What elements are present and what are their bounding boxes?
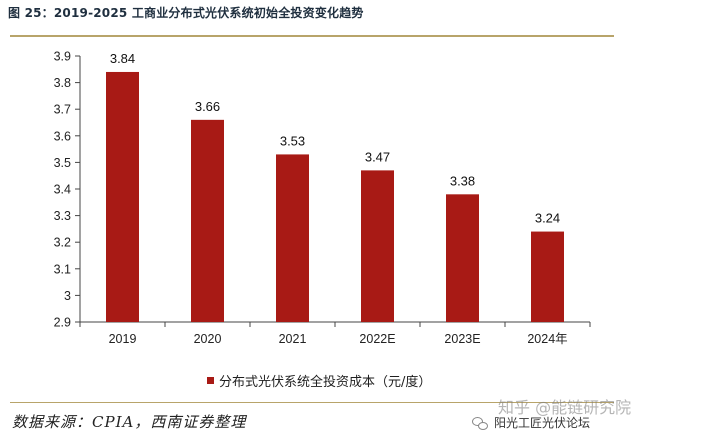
bar bbox=[276, 154, 309, 322]
y-tick-label: 3.9 bbox=[54, 50, 71, 64]
figure-title: 图 25：2019-2025 工商业分布式光伏系统初始全投资变化趋势 bbox=[8, 6, 364, 20]
bottom-rule bbox=[10, 402, 614, 403]
y-tick-label: 3.2 bbox=[54, 236, 71, 250]
y-tick-label: 3.3 bbox=[54, 209, 71, 223]
x-tick-label: 2022E bbox=[359, 332, 395, 346]
y-tick-label: 3 bbox=[64, 289, 71, 303]
y-tick-label: 3.5 bbox=[54, 156, 71, 170]
x-tick-label: 2021 bbox=[279, 332, 307, 346]
bar bbox=[106, 71, 139, 323]
bar bbox=[446, 194, 479, 322]
source-note: 数据来源：CPIA，西南证券整理 bbox=[12, 413, 247, 431]
legend-label: 分布式光伏系统全投资成本（元/度） bbox=[219, 375, 432, 390]
legend-swatch bbox=[207, 377, 214, 384]
x-tick-label: 2019 bbox=[109, 332, 137, 346]
y-tick-label: 3.1 bbox=[54, 262, 71, 276]
data-label: 3.47 bbox=[365, 149, 390, 164]
y-tick-label: 3.6 bbox=[54, 129, 71, 143]
x-tick-label: 2020 bbox=[194, 332, 222, 346]
title-rule bbox=[10, 35, 614, 37]
data-label: 3.38 bbox=[450, 173, 475, 188]
data-label: 3.24 bbox=[535, 211, 560, 226]
y-tick-label: 3.4 bbox=[54, 183, 71, 197]
data-label: 3.66 bbox=[195, 99, 220, 114]
bar bbox=[191, 119, 224, 322]
y-tick-label: 3.8 bbox=[54, 76, 71, 90]
x-tick-label: 2023E bbox=[444, 332, 480, 346]
y-tick-label: 2.9 bbox=[54, 316, 71, 330]
account-name: 阳光工匠光伏论坛 bbox=[494, 416, 591, 430]
wechat-icon bbox=[472, 416, 488, 430]
account-watermark: 阳光工匠光伏论坛 bbox=[472, 414, 590, 431]
bar bbox=[531, 231, 564, 322]
bar bbox=[361, 170, 394, 322]
zhihu-watermark: 知乎 @能链研究院 bbox=[498, 398, 632, 417]
y-tick-label: 3.7 bbox=[54, 103, 71, 117]
data-label: 3.84 bbox=[110, 51, 135, 66]
legend: 分布式光伏系统全投资成本（元/度） bbox=[207, 371, 431, 390]
data-label: 3.53 bbox=[280, 133, 305, 148]
x-tick-label: 2024年 bbox=[527, 332, 567, 346]
